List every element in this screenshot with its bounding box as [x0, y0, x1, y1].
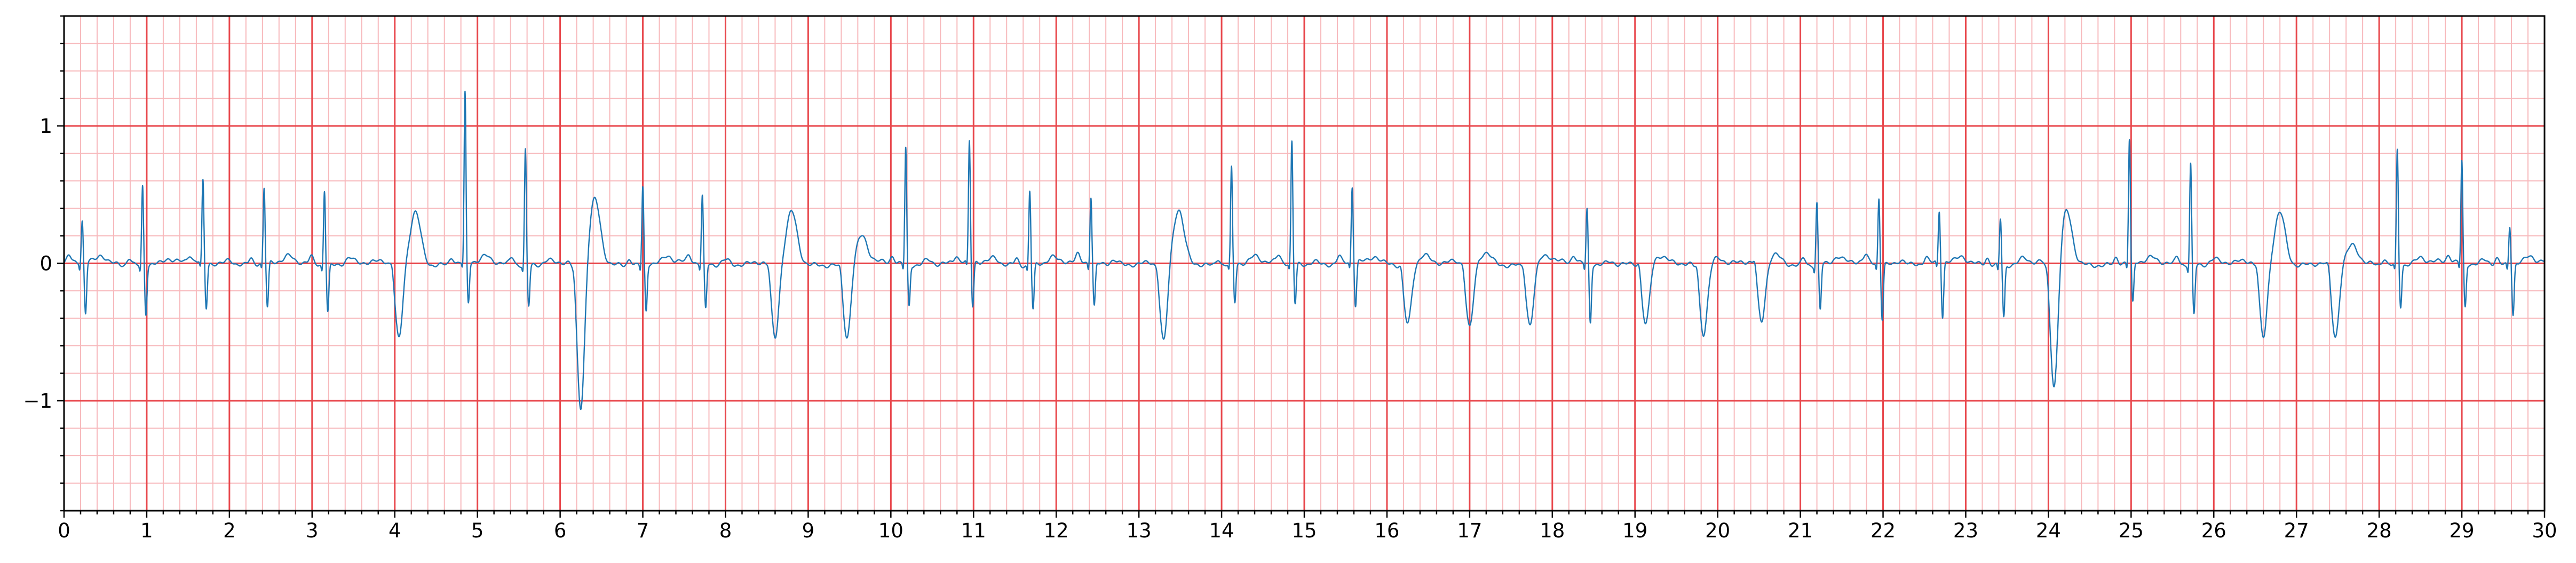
x-tick-label: 26 [2201, 519, 2226, 542]
x-tick-label: 8 [719, 519, 732, 542]
x-tick-label: 2 [223, 519, 236, 542]
x-tick-label: 17 [1457, 519, 1482, 542]
x-tick-label: 19 [1622, 519, 1647, 542]
x-tick-label: 9 [802, 519, 815, 542]
x-tick-label: 4 [389, 519, 401, 542]
x-tick-label: 27 [2284, 519, 2309, 542]
series-layer [63, 90, 2545, 410]
x-tick-label: 22 [1870, 519, 1896, 542]
y-tick-label: 1 [39, 115, 52, 138]
x-tick-label: 21 [1788, 519, 1813, 542]
x-axis: 0 1 2 3 4 5 6 7 8 9 10 11 12 13 14 15 16 17 18 19 20 21 22 23 24… [58, 511, 2557, 542]
x-tick-label: 14 [1209, 519, 1234, 542]
x-tick-label: 10 [878, 519, 903, 542]
x-tick-label: 5 [471, 519, 484, 542]
x-tick-label: 24 [2036, 519, 2061, 542]
ecg-trace-line [63, 90, 2545, 410]
x-tick-label: 13 [1127, 519, 1152, 542]
x-tick-label: 18 [1540, 519, 1565, 542]
x-tick-label: 16 [1374, 519, 1399, 542]
x-tick-label: 6 [554, 519, 567, 542]
x-tick-label: 23 [1953, 519, 1978, 542]
x-tick-label: 15 [1291, 519, 1317, 542]
x-tick-label: 12 [1044, 519, 1069, 542]
x-tick-label: 11 [961, 519, 986, 542]
x-tick-label: 25 [2119, 519, 2144, 542]
x-tick-label: 20 [1705, 519, 1730, 542]
x-tick-label: 28 [2367, 519, 2392, 542]
x-tick-label: 0 [58, 519, 70, 542]
y-tick-label: −1 [23, 390, 52, 413]
major-grid [63, 16, 2546, 511]
x-tick-label: 29 [2450, 519, 2475, 542]
x-tick-label: 30 [2532, 519, 2557, 542]
x-tick-label: 3 [306, 519, 319, 542]
y-tick-label: 0 [39, 252, 52, 275]
y-axis: −1 0 1 [23, 15, 64, 512]
x-tick-label: 1 [140, 519, 153, 542]
x-tick-label: 7 [637, 519, 649, 542]
